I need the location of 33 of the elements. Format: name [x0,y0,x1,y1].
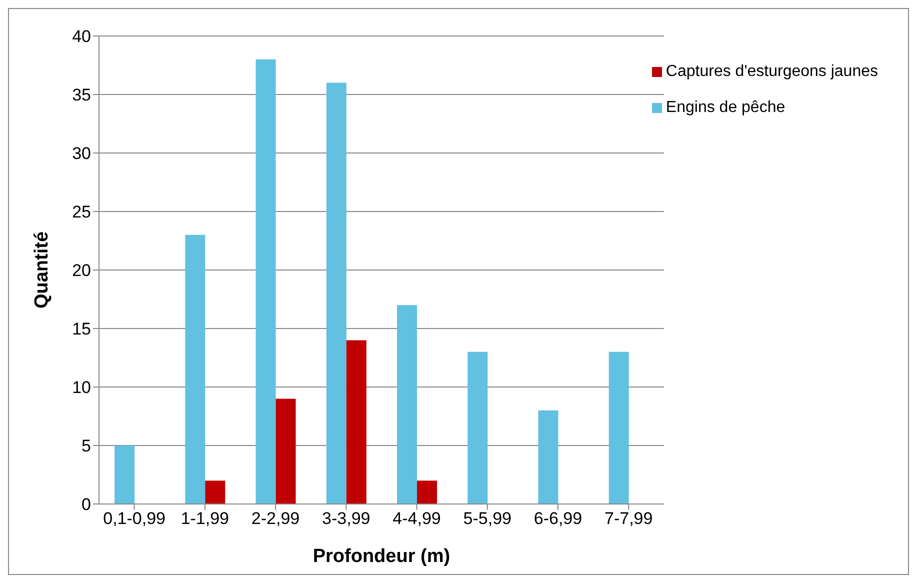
x-tick-label: 4-4,99 [392,509,441,528]
x-axis-title: Profondeur (m) [312,546,450,567]
y-tick-label: 25 [72,202,91,222]
bar [276,398,296,504]
bar [256,59,276,504]
bar [538,410,558,504]
bar [608,352,629,504]
x-tick-label: 3-3,99 [322,509,370,528]
y-tick-label: 30 [72,144,91,164]
bar [185,234,206,504]
y-tick-label: 0 [82,495,91,514]
x-tick-label: 6-6,99 [534,509,582,528]
x-tick-label: 5-5,99 [463,509,512,528]
x-tick-label: 0,1-0,99 [103,509,166,528]
bar [205,480,226,504]
y-tick-label: 10 [72,378,91,398]
bar [326,82,346,504]
bar [396,305,417,504]
y-tick-label: 15 [72,320,91,339]
y-tick-label: 40 [72,27,91,46]
y-axis-title: Quantité [32,231,53,309]
bar [114,446,135,504]
x-tick-label: 1-1,99 [180,509,230,528]
x-tick-label: 7-7,99 [604,509,653,528]
y-tick-label: 35 [72,86,91,105]
bar [468,352,488,504]
legend-label: Captures d'esturgeons jaunes [666,63,878,80]
y-tick-label: 5 [82,436,91,456]
bar [346,340,366,504]
legend-label: Engins de pêche [666,99,786,116]
bar [416,480,437,504]
x-tick-label: 2-2,99 [251,509,300,528]
y-tick-label: 20 [72,261,91,280]
